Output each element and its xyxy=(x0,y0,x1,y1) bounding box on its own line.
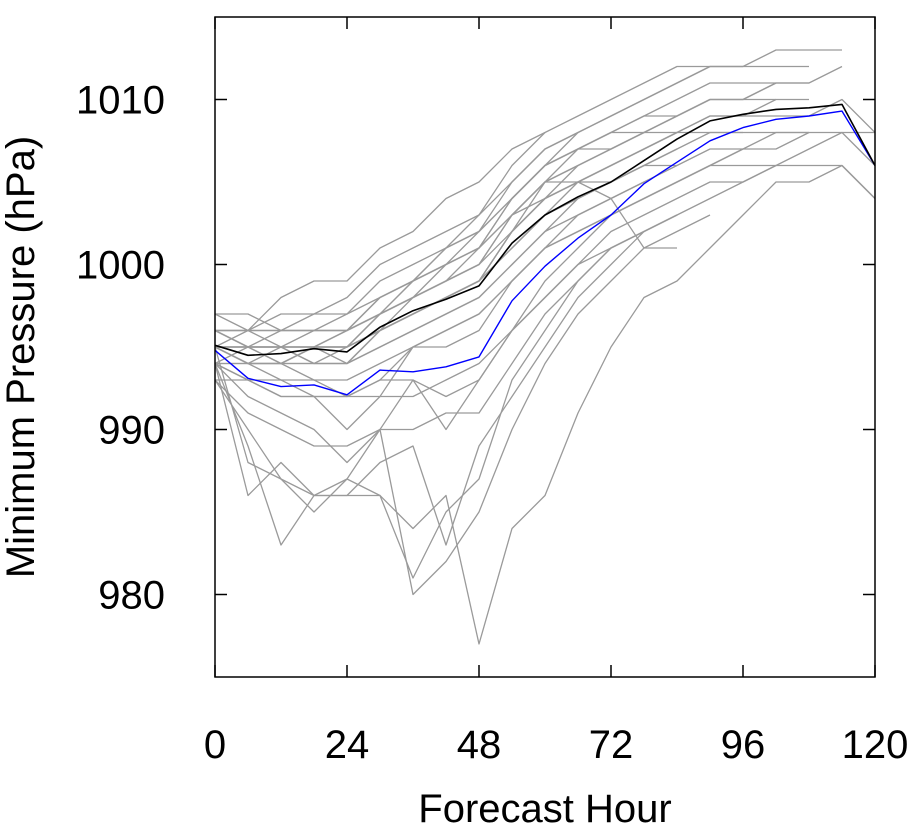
ensemble-member-line-12 xyxy=(215,131,876,398)
ensemble-member-line-22 xyxy=(214,131,579,365)
ensemble-member-line-20 xyxy=(215,181,677,365)
x-tick-label: 96 xyxy=(721,723,766,767)
ensemble-mean-line xyxy=(214,103,876,357)
y-tick-label: 1010 xyxy=(76,79,165,123)
x-tick-label: 72 xyxy=(589,723,634,767)
ensemble-member-line-27 xyxy=(214,214,678,464)
x-tick-label: 120 xyxy=(842,723,909,767)
ensemble-member-line-23 xyxy=(214,132,546,348)
y-tick-label: 1000 xyxy=(76,244,165,288)
tick-layer: 0 24 48 72 96 120 980 990 1000 1010 xyxy=(76,17,908,767)
ensemble-member-line-11 xyxy=(214,82,809,332)
y-tick-label: 990 xyxy=(98,409,165,453)
ensemble-member-line-28 xyxy=(214,230,645,579)
x-axis-title: Forecast Hour xyxy=(418,787,671,827)
highlight-member-line xyxy=(214,110,876,396)
y-tick-label: 980 xyxy=(98,574,165,618)
ensemble-member-line-3 xyxy=(214,65,743,348)
series-layer xyxy=(214,49,876,645)
ensemble-member-line-25 xyxy=(214,148,744,431)
x-tick-label: 48 xyxy=(457,723,502,767)
ensemble-member-line-29 xyxy=(214,214,678,546)
ensemble-member-line-15 xyxy=(214,148,678,365)
ensemble-member-line-30 xyxy=(214,214,711,596)
ensemble-member-line-1 xyxy=(215,49,842,332)
plot-frame xyxy=(214,16,876,678)
x-tick-label: 0 xyxy=(204,723,226,767)
ensemble-member-line-17 xyxy=(215,115,678,365)
ensemble-member-line-16 xyxy=(214,181,645,365)
x-tick-label: 24 xyxy=(325,723,370,767)
ensemble-member-line-14 xyxy=(214,131,809,381)
ensemble-member-line-19 xyxy=(215,164,677,348)
ensemble-member-line-31 xyxy=(214,164,876,645)
ensemble-member-line-26 xyxy=(214,164,777,447)
ensemble-member-line-21 xyxy=(215,131,677,348)
ensemble-member-line-7 xyxy=(215,98,876,348)
y-axis-title: Minimum Pressure (hPa) xyxy=(0,136,43,578)
